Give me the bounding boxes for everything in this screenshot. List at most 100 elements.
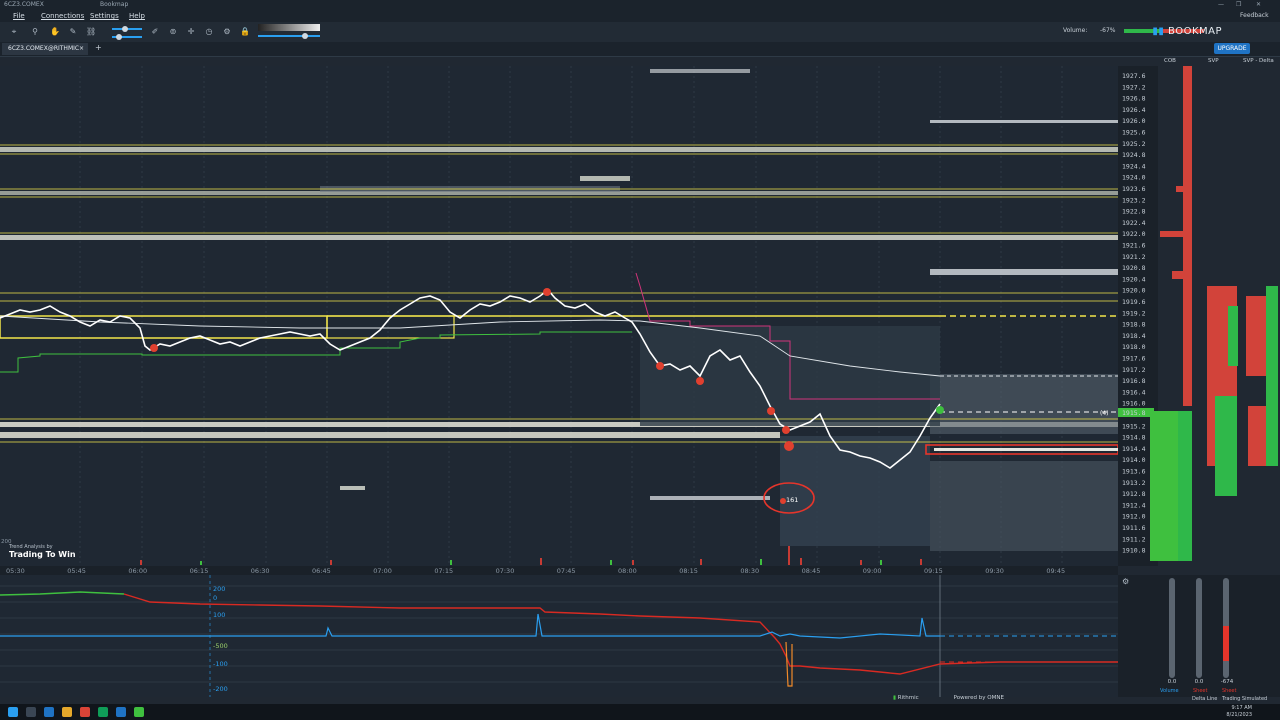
trading-meter-label: Trading Simulated: [1222, 696, 1268, 702]
time-tick-label: 05:30: [6, 567, 25, 575]
big-trade-circle: [763, 482, 815, 514]
title-bar: 6CZ3.COMEX Bookmap — ❐ ✕: [0, 0, 1280, 10]
heatmap-slider-knob[interactable]: [122, 26, 128, 32]
time-tick-label: 06:00: [128, 567, 147, 575]
crosshair-icon[interactable]: ⌖: [11, 27, 17, 36]
vwap-line: [0, 315, 941, 377]
cvd-green-line: [0, 591, 125, 596]
volume-bar-green: [1124, 29, 1160, 33]
heatmap-slider-knob-2[interactable]: [116, 34, 122, 40]
price-tick-label: 1925.2: [1122, 140, 1146, 148]
left-axis-label: 200: [1, 539, 12, 545]
feedback-link[interactable]: Feedback: [1240, 12, 1269, 19]
time-tick-label: 08:00: [618, 567, 637, 575]
panel-settings-icon[interactable]: ⚙: [1122, 577, 1129, 586]
tab-close-icon[interactable]: ×: [78, 45, 84, 52]
hand-icon[interactable]: ✋: [50, 27, 60, 36]
store-icon[interactable]: [98, 707, 108, 717]
price-tick-label: 1921.6: [1122, 242, 1146, 250]
menu-file[interactable]: File: [13, 12, 25, 20]
bookmap-task-icon[interactable]: [116, 707, 126, 717]
time-tick-label: 09:30: [985, 567, 1004, 575]
tab-instrument[interactable]: 6CZ3.COMEX@RITHMIC ×: [2, 43, 88, 55]
time-tick-label: 07:30: [496, 567, 515, 575]
clock-icon[interactable]: ◷: [205, 27, 213, 36]
heatmap-slider-bottom[interactable]: [112, 36, 142, 38]
svp-delta-header: SVP - Delta: [1243, 58, 1274, 64]
cursor-icon[interactable]: ✛: [187, 27, 195, 36]
clock-date: 8/21/2023: [1226, 712, 1252, 718]
indicator-grid: [0, 585, 1118, 683]
price-tick-label: 1917.6: [1122, 355, 1146, 363]
link-icon[interactable]: ⛓: [86, 27, 97, 36]
color-scale-selector[interactable]: [258, 24, 320, 31]
price-tick-label: 1910.8: [1122, 547, 1146, 555]
menu-help[interactable]: Help: [129, 12, 145, 20]
svp-bars: [1207, 286, 1238, 496]
price-tick-label: 1922.0: [1122, 230, 1146, 238]
bookmap-brand: BOOKMAP: [1168, 26, 1222, 37]
explorer-icon[interactable]: [62, 707, 72, 717]
price-tick-label: 1925.6: [1122, 129, 1146, 137]
big-trade-label: 161: [786, 496, 798, 504]
contrast-slider-knob[interactable]: [302, 33, 308, 39]
os-taskbar: 9:17 AM 8/21/2023: [0, 704, 1280, 720]
price-tick-label: 1912.0: [1122, 513, 1146, 521]
menu-settings[interactable]: Settings: [90, 12, 119, 20]
record-icon[interactable]: ⊚: [169, 27, 177, 36]
price-tick-label: 1914.8: [1122, 434, 1146, 442]
minimize-button[interactable]: —: [1218, 1, 1224, 8]
price-tick-label: 1911.2: [1122, 535, 1146, 543]
upgrade-button[interactable]: UPGRADE: [1214, 43, 1250, 54]
indicator-tick-label: -100: [213, 660, 228, 668]
omne-label: Powered by OMNE: [953, 695, 1004, 701]
heatmap-chart[interactable]: 161 (4) 200 1927.6 1927.2 1926.8 1926.4 1926…: [0, 66, 1280, 720]
time-tick-label: 08:15: [679, 567, 698, 575]
time-tick-label: 09:00: [863, 567, 882, 575]
cvd-orange-spike: [785, 641, 793, 687]
price-tick-label: 1916.8: [1122, 377, 1146, 385]
volume-meter-label: Volume: [1160, 688, 1179, 694]
price-tick-label: 1918.4: [1122, 332, 1146, 340]
indicator-tick-label: -200: [213, 685, 228, 693]
start-icon[interactable]: [8, 707, 18, 717]
edge-icon[interactable]: [44, 707, 54, 717]
price-tick-label: 1912.8: [1122, 490, 1146, 498]
price-tick-label: 1924.4: [1122, 162, 1146, 170]
chrome-icon[interactable]: [80, 707, 90, 717]
tab-label: 6CZ3.COMEX@RITHMIC: [8, 45, 80, 52]
add-tab-button[interactable]: +: [95, 43, 102, 52]
pen-icon[interactable]: ✎: [69, 27, 77, 36]
search-icon[interactable]: [26, 707, 36, 717]
zoom-icon[interactable]: ⚲: [32, 27, 38, 36]
current-price-marker: [1118, 408, 1154, 417]
draw-icon[interactable]: ✐: [151, 27, 159, 36]
contrast-slider[interactable]: [258, 35, 320, 37]
indicator-tick-label: 0: [213, 594, 217, 602]
window-title: 6CZ3.COMEX: [4, 1, 44, 8]
time-axis-bg: [0, 566, 1118, 575]
price-tick-label: 1920.0: [1122, 287, 1146, 295]
trading-value: -674: [1220, 679, 1234, 685]
lock-icon[interactable]: 🔒: [240, 27, 250, 36]
time-tick-label: 06:45: [312, 567, 331, 575]
price-tick-label: 1922.4: [1122, 219, 1146, 227]
menu-connections[interactable]: Connections: [41, 12, 85, 20]
delta-blue-line: [0, 613, 940, 639]
maximize-button[interactable]: ❐: [1236, 1, 1242, 8]
time-axis: 05:30 05:45 06:00 06:15 06:30 06:45 07:00 07:15…: [6, 567, 1065, 575]
price-tick-label: 1918.8: [1122, 321, 1146, 329]
volume-bar-red: [1160, 29, 1204, 33]
delta-sheet-label: Sheet: [1193, 688, 1208, 694]
price-tick-label: 1924.0: [1122, 174, 1146, 182]
price-tick-label: 1917.2: [1122, 366, 1146, 374]
close-window-button[interactable]: ✕: [1256, 1, 1262, 8]
app-task-icon[interactable]: [134, 707, 144, 717]
indicator-tick-label: 200: [213, 585, 225, 593]
settings-icon[interactable]: ⚙: [223, 27, 231, 36]
price-tick-label: 1919.6: [1122, 298, 1146, 306]
magenta-line: [635, 272, 940, 400]
price-tick-label: 1911.6: [1122, 524, 1146, 532]
svp-header: SVP: [1208, 58, 1219, 64]
bookmap-logo-icon: ▮▮: [1152, 26, 1165, 37]
